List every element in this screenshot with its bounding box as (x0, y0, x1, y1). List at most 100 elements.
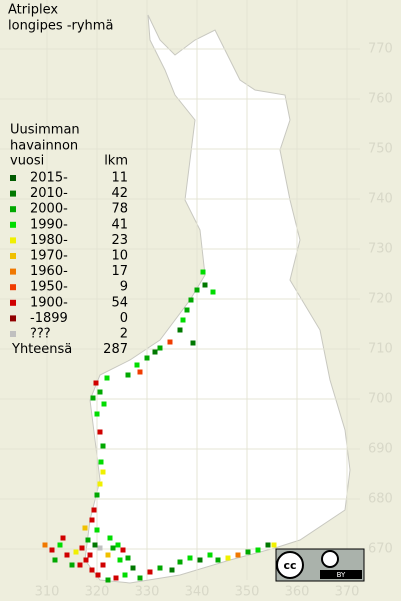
observation-square (177, 327, 183, 333)
legend-count: 42 (111, 186, 128, 201)
x-axis-label: 330 (135, 585, 160, 600)
observation-square (110, 545, 116, 551)
observation-square (92, 542, 98, 548)
observation-square (83, 557, 89, 563)
legend-label: 1900- (30, 295, 68, 310)
observation-square (100, 562, 106, 568)
legend-total: 287 (103, 342, 128, 357)
legend-label: 2015- (30, 171, 68, 186)
observation-square (169, 567, 175, 573)
observation-square (94, 527, 100, 533)
observation-square (94, 492, 100, 498)
observation-square (42, 542, 48, 548)
legend-count: 10 (111, 249, 128, 264)
observation-square (137, 575, 143, 581)
observation-square (120, 547, 126, 553)
observation-square (207, 552, 213, 558)
observation-square (101, 401, 107, 407)
observation-square (157, 565, 163, 571)
x-axis-label: 340 (185, 585, 210, 600)
observation-square (125, 372, 131, 378)
observation-square (60, 535, 66, 541)
legend-count: 23 (111, 233, 128, 248)
observation-square (104, 375, 110, 381)
legend-label: 1950- (30, 280, 68, 295)
observation-square (49, 547, 55, 553)
legend-header: vuosi (10, 154, 44, 169)
y-axis-label: 740 (368, 192, 393, 207)
observation-square (95, 572, 101, 578)
observation-square (265, 542, 271, 548)
x-axis-label: 320 (85, 585, 110, 600)
observation-square (225, 555, 231, 561)
observation-square (90, 395, 96, 401)
observation-square (73, 549, 79, 555)
legend-label: 1970- (30, 249, 68, 264)
legend-count: 11 (111, 171, 128, 186)
legend-swatch (10, 237, 16, 244)
y-axis-label: 750 (368, 142, 393, 157)
y-axis-label: 680 (368, 492, 393, 507)
legend-count: 17 (111, 264, 128, 279)
observation-square (89, 567, 95, 573)
observation-square (98, 459, 104, 465)
observation-square (100, 469, 106, 475)
observation-square (113, 575, 119, 581)
observation-square (100, 443, 106, 449)
license-by: BY (337, 571, 346, 579)
legend-swatch (10, 284, 16, 291)
observation-square (152, 349, 158, 355)
observation-square (64, 552, 70, 558)
legend-swatch (10, 190, 16, 197)
observation-square (77, 562, 83, 568)
legend-label: 1960- (30, 264, 68, 279)
legend-count: 41 (111, 217, 128, 232)
license-badge: cc BY (275, 548, 365, 582)
observation-square (147, 569, 153, 575)
legend-total-label: Yhteensä (11, 342, 72, 357)
observation-square (87, 552, 93, 558)
observation-square (235, 552, 241, 558)
observation-square (122, 572, 128, 578)
legend-swatch (10, 206, 16, 213)
legend-label: 2010- (30, 186, 68, 201)
legend-header: Uusimman (10, 123, 80, 138)
y-axis-label: 760 (368, 92, 393, 107)
observation-square (94, 411, 100, 417)
observation-square (157, 345, 163, 351)
y-axis-label: 710 (368, 342, 393, 357)
y-axis-label: 770 (368, 42, 393, 57)
legend-swatch (10, 221, 16, 228)
observation-square (144, 355, 150, 361)
observation-square (194, 287, 200, 293)
observation-square (271, 542, 277, 548)
title-line: Atriplex (8, 3, 58, 18)
observation-square (137, 369, 143, 375)
observation-square (255, 547, 261, 553)
x-axis-label: 370 (335, 585, 360, 600)
legend-label: 2000- (30, 202, 68, 217)
legend-header: havainnon (10, 139, 78, 154)
y-axis-label: 720 (368, 292, 393, 307)
legend-header: lkm (104, 154, 128, 169)
observation-square (105, 552, 111, 558)
observation-square (190, 340, 196, 346)
observation-square (91, 507, 97, 513)
legend-count: 2 (120, 327, 128, 342)
observation-square (215, 557, 221, 563)
legend-swatch (10, 175, 16, 181)
observation-square (130, 565, 136, 571)
observation-square (177, 559, 183, 565)
observations (42, 269, 277, 583)
license-cc: cc (283, 559, 296, 572)
observation-square (245, 549, 251, 555)
observation-square (97, 429, 103, 435)
observation-square (97, 389, 103, 395)
observation-square (97, 545, 103, 551)
x-axis-label: 310 (35, 585, 60, 600)
legend-count: 54 (111, 295, 128, 310)
observation-square (125, 555, 131, 561)
observation-square (85, 537, 91, 543)
y-axis-label: 700 (368, 392, 393, 407)
